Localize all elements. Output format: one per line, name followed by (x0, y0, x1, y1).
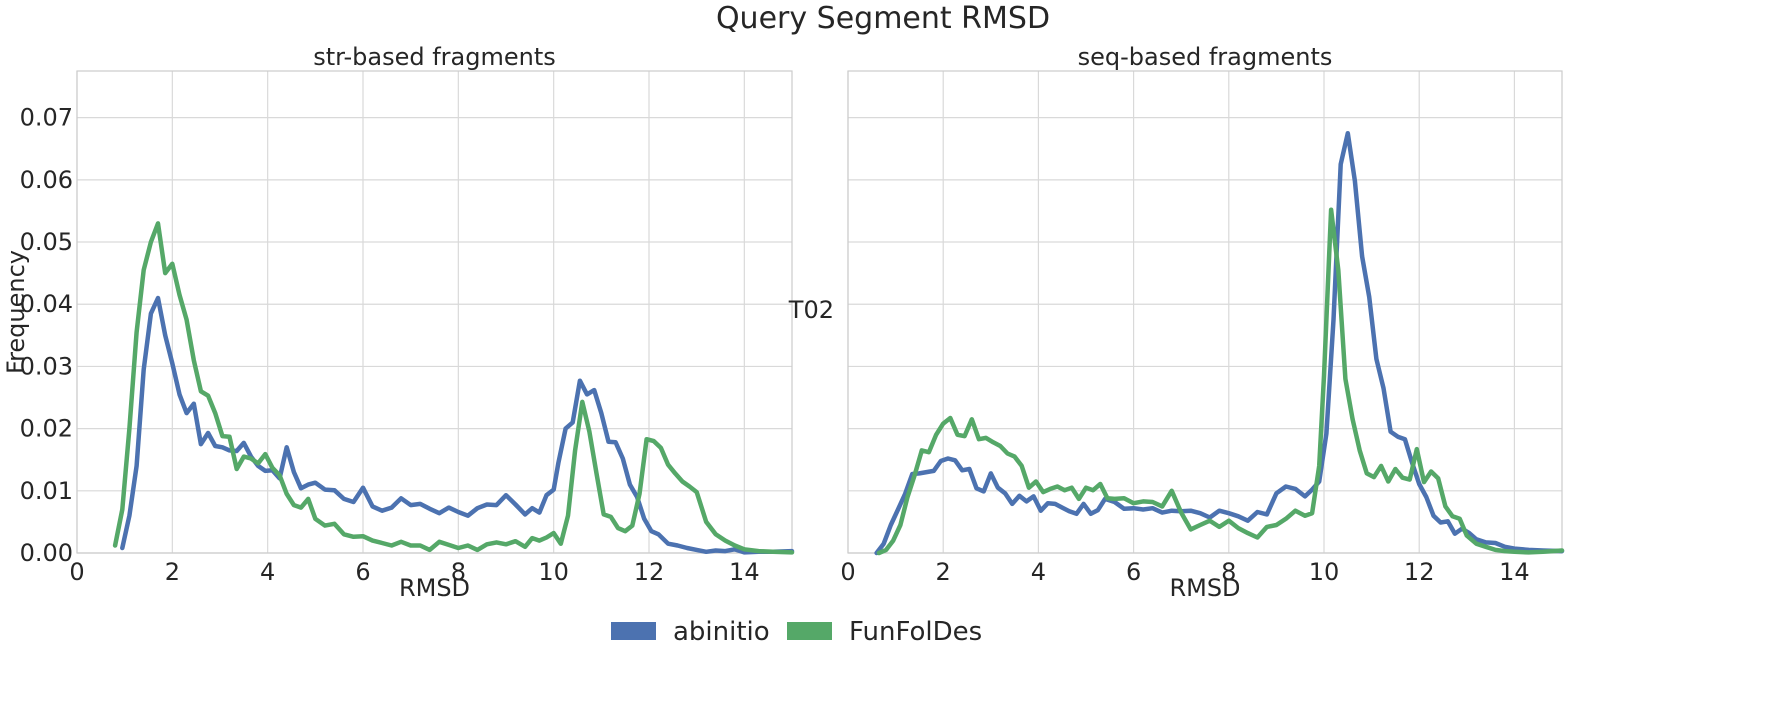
y-tick-label: 0.03 (20, 352, 73, 380)
panel-seq-based: 0 2 4 6 8 10 12 14 seq-based fragments RMSD T02 (788, 43, 1565, 602)
x-tick-label: 6 (1126, 558, 1141, 586)
y-tick-label: 0.07 (20, 104, 73, 132)
x-tick-label: 6 (355, 558, 370, 586)
y-axis-label: Frequency (2, 250, 30, 374)
row-label: T02 (788, 296, 834, 324)
series-line-abinitio (874, 130, 1565, 556)
legend-label: abinitio (673, 617, 770, 647)
x-axis-label: RMSD (1169, 574, 1240, 602)
subplot-title: seq-based fragments (1078, 43, 1333, 71)
y-tick-label: 0.02 (20, 415, 73, 443)
panel-str-based: 0 2 4 6 8 10 12 14 0.00 0.01 0.02 0.03 0.04 0.05 0.06 0… (2, 43, 795, 602)
legend: abinitio FunFolDes (611, 617, 982, 647)
y-tick-label: 0.05 (20, 228, 73, 256)
x-tick-label: 4 (1031, 558, 1046, 586)
x-tick-label: 10 (538, 558, 569, 586)
x-tick-label: 2 (936, 558, 951, 586)
x-tick-label: 8 (1221, 558, 1236, 586)
x-axis-label: RMSD (399, 574, 470, 602)
series-line-abinitio (120, 295, 795, 555)
series-line-funfoldes (876, 207, 1565, 556)
x-tick-label: 12 (634, 558, 665, 586)
x-tick-label: 10 (1309, 558, 1340, 586)
x-tick-label: 4 (260, 558, 275, 586)
x-tick-label: 8 (451, 558, 466, 586)
x-tick-label: 0 (69, 558, 84, 586)
x-tick-label: 14 (1499, 558, 1530, 586)
y-tick-label: 0.06 (20, 166, 73, 194)
plot-frame (76, 70, 793, 554)
legend-swatch-abinitio (611, 622, 656, 640)
x-tick-label: 2 (165, 558, 180, 586)
x-tick-label: 14 (729, 558, 760, 586)
y-tick-label: 0.00 (20, 539, 73, 567)
y-tick-label: 0.04 (20, 290, 73, 318)
plot-frame (847, 70, 1563, 554)
legend-label: FunFolDes (849, 617, 982, 647)
x-tick-label: 0 (840, 558, 855, 586)
x-tick-label: 12 (1404, 558, 1435, 586)
subplot-title: str-based fragments (313, 43, 556, 71)
figure-title: Query Segment RMSD (716, 1, 1050, 36)
y-tick-label: 0.01 (20, 477, 73, 505)
series-line-funfoldes (112, 221, 795, 555)
legend-swatch-funfoldes (787, 622, 832, 640)
